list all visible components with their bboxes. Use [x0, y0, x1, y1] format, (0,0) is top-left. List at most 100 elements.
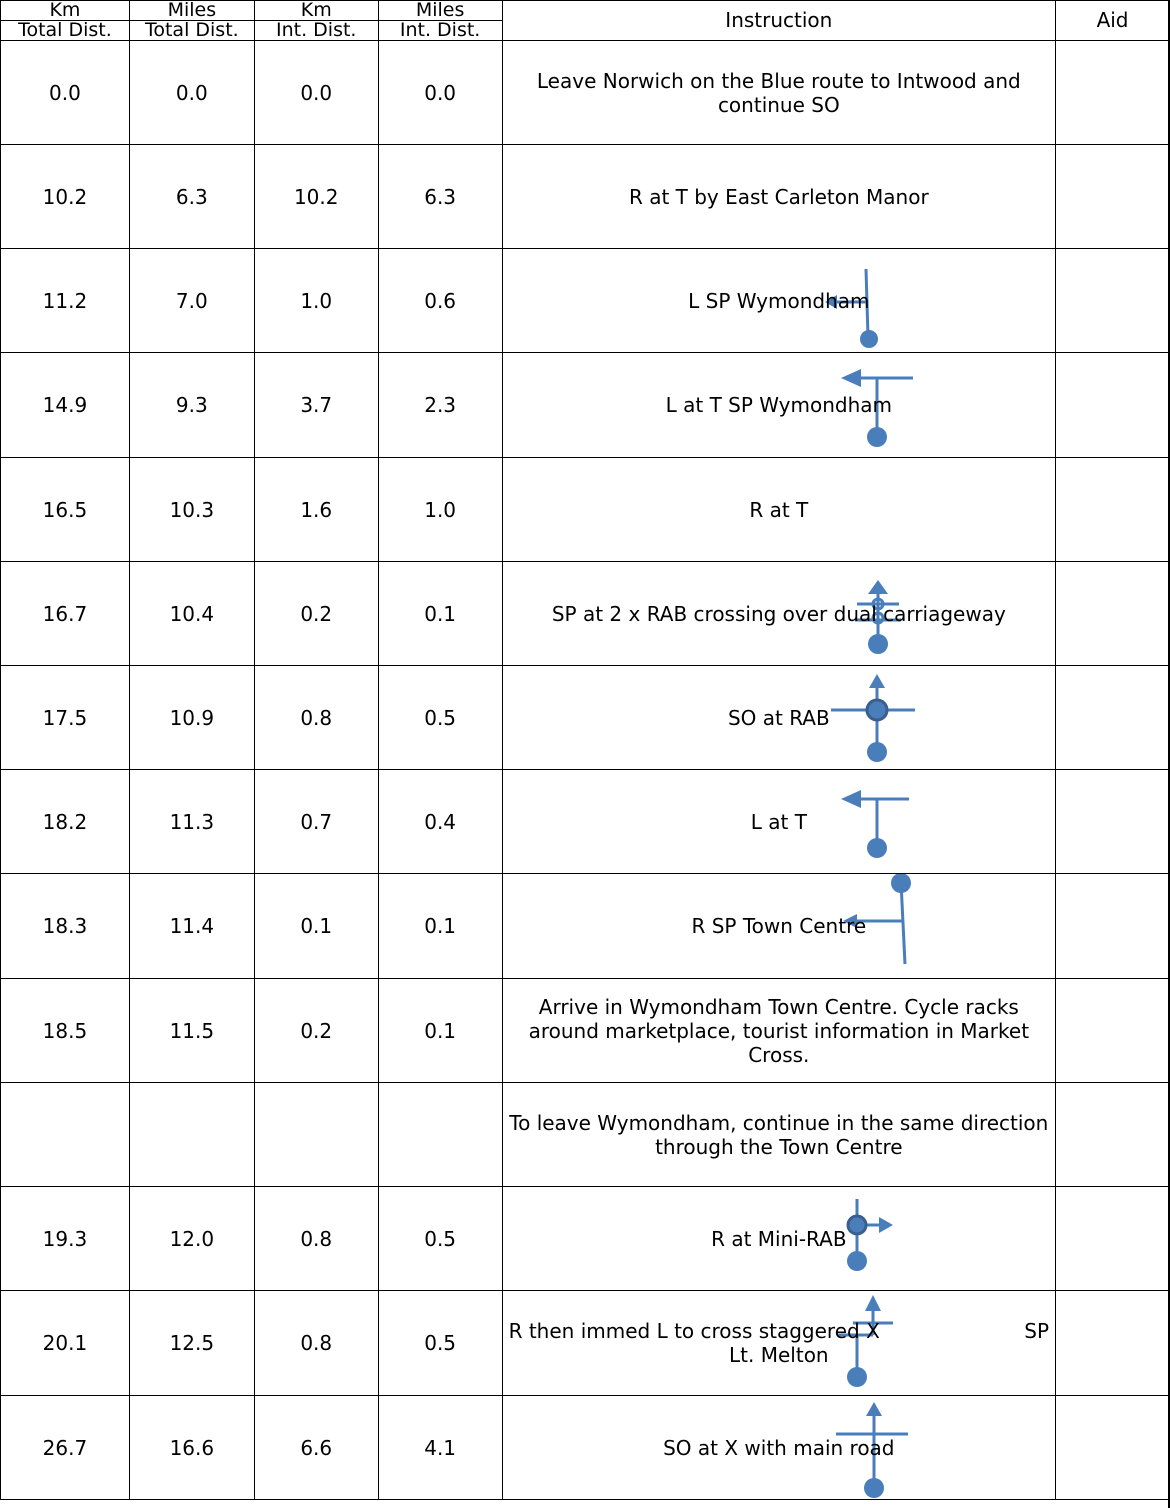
- aid-cell: [1055, 978, 1170, 1083]
- instruction-text: SP at 2 x RAB crossing over dual carriag…: [551, 601, 1006, 626]
- km-int-cell: 1.6: [253, 457, 379, 562]
- instruction-text: Leave Norwich on the Blue route to Intwo…: [536, 68, 1021, 117]
- miles-int-cell: 0.5: [377, 1186, 503, 1291]
- km-int-cell: 3.7: [253, 352, 379, 458]
- header-miles-total: Miles: [128, 0, 255, 21]
- km-int-cell: 0.0: [253, 40, 379, 145]
- miles-int-cell: 0.6: [377, 248, 503, 353]
- instruction-cell: SO at X with main road: [501, 1395, 1057, 1500]
- km-total-cell: 19.3: [0, 1186, 130, 1291]
- km-total-cell: 17.5: [0, 665, 130, 770]
- aid-cell: [1055, 352, 1170, 458]
- km-total-cell: 0.0: [0, 40, 130, 145]
- km-int-cell: 10.2: [253, 144, 379, 249]
- instruction-cell: R at T by East Carleton Manor: [501, 144, 1057, 249]
- aid-cell: [1055, 873, 1170, 979]
- table-row: 17.5 10.9 0.8 0.5 SO at RAB: [0, 665, 1170, 770]
- table-row: 18.5 11.5 0.2 0.1 Arrive in Wymondham To…: [0, 978, 1170, 1083]
- instruction-text: R at Mini-RAB: [711, 1226, 847, 1251]
- miles-total-cell: 12.0: [128, 1186, 255, 1291]
- miles-int-cell: 2.3: [377, 352, 503, 458]
- instruction-right: SP: [1024, 1319, 1050, 1343]
- miles-total-cell: 9.3: [128, 352, 255, 458]
- aid-cell: [1055, 1395, 1170, 1500]
- km-total-cell: [0, 1082, 130, 1187]
- km-total-cell: 14.9: [0, 352, 130, 458]
- table-row: 16.7 10.4 0.2 0.1 SP at 2 x RAB crossing…: [0, 561, 1170, 666]
- aid-cell: [1055, 1082, 1170, 1187]
- aid-cell: [1055, 561, 1170, 666]
- km-int-cell: 0.2: [253, 561, 379, 666]
- instruction-text: R SP Town Centre: [691, 914, 867, 938]
- miles-int-cell: 4.1: [377, 1395, 503, 1500]
- km-int-cell: 0.8: [253, 1186, 379, 1291]
- table-row: 16.5 10.3 1.6 1.0 R at T: [0, 457, 1170, 562]
- km-total-cell: 18.2: [0, 769, 130, 874]
- km-total-cell: 18.5: [0, 978, 130, 1083]
- table-row: 14.9 9.3 3.7 2.3 L at T SP Wymondham: [0, 352, 1170, 458]
- miles-int-cell: 0.1: [377, 561, 503, 666]
- miles-total-cell: 11.3: [128, 769, 255, 874]
- table-row: 18.2 11.3 0.7 0.4 L at T: [0, 769, 1170, 874]
- table-row: To leave Wymondham, continue in the same…: [0, 1082, 1170, 1187]
- miles-total-cell: 6.3: [128, 144, 255, 249]
- table-row: 11.2 7.0 1.0 0.6 L SP Wymondham: [0, 248, 1170, 353]
- miles-total-cell: [128, 1082, 255, 1187]
- miles-total-cell: 12.5: [128, 1290, 255, 1396]
- km-int-cell: 0.1: [253, 873, 379, 979]
- header-km-int: Km: [253, 0, 379, 21]
- miles-int-cell: 0.5: [377, 1290, 503, 1396]
- table-row: 18.3 11.4 0.1 0.1 R SP Town Centre: [0, 873, 1170, 979]
- instruction-cell: R SP Town Centre: [501, 873, 1057, 979]
- instruction-text: L at T SP Wymondham: [665, 393, 893, 417]
- instruction-cell: L at T SP Wymondham: [501, 352, 1057, 458]
- miles-total-cell: 10.4: [128, 561, 255, 666]
- miles-int-cell: [377, 1082, 503, 1187]
- instruction-cell: R then immed L to cross staggered X SP Lt…: [501, 1290, 1057, 1396]
- header-row-1: Km Miles Km Miles Instruction Aid: [0, 0, 1170, 41]
- instruction-cell: SP at 2 x RAB crossing over dual carriag…: [501, 561, 1057, 666]
- instruction-cell: Arrive in Wymondham Town Centre. Cycle r…: [501, 978, 1057, 1083]
- instruction-text: R then immed L to cross staggered X SP Lt…: [509, 1319, 1049, 1367]
- header-instruction: Instruction: [501, 0, 1057, 41]
- instruction-text: R at T by East Carleton Manor: [628, 184, 929, 209]
- aid-cell: [1055, 665, 1170, 770]
- km-int-cell: 6.6: [253, 1395, 379, 1500]
- instruction-cell: R at Mini-RAB: [501, 1186, 1057, 1291]
- table-row: 20.1 12.5 0.8 0.5 R then immed L to cros…: [0, 1290, 1170, 1396]
- km-int-cell: 0.8: [253, 1290, 379, 1396]
- instruction-text: R at T: [749, 497, 809, 522]
- instruction-cell: Leave Norwich on the Blue route to Intwo…: [501, 40, 1057, 145]
- instruction-left: R then immed L to cross staggered X: [508, 1319, 880, 1343]
- miles-total-cell: 10.3: [128, 457, 255, 562]
- instruction-cell: L SP Wymondham: [501, 248, 1057, 353]
- header-total-dist-miles: Total Dist.: [128, 20, 255, 41]
- miles-total-cell: 16.6: [128, 1395, 255, 1500]
- table-row: 0.0 0.0 0.0 0.0 Leave Norwich on the Blu…: [0, 40, 1170, 145]
- km-total-cell: 20.1: [0, 1290, 130, 1396]
- instruction-text: L SP Wymondham: [688, 288, 870, 313]
- aid-cell: [1055, 1186, 1170, 1291]
- instruction-text: L at T: [750, 809, 807, 834]
- aid-cell: [1055, 248, 1170, 353]
- instruction-text: Arrive in Wymondham Town Centre. Cycle r…: [528, 994, 1030, 1067]
- miles-int-cell: 1.0: [377, 457, 503, 562]
- aid-cell: [1055, 40, 1170, 145]
- table-row: 26.7 16.6 6.6 4.1 SO at X with main road: [0, 1395, 1170, 1500]
- header-int-dist-miles: Int. Dist.: [377, 20, 503, 41]
- miles-total-cell: 10.9: [128, 665, 255, 770]
- instruction-text: To leave Wymondham, continue in the same…: [509, 1110, 1049, 1159]
- aid-cell: [1055, 769, 1170, 874]
- miles-int-cell: 0.4: [377, 769, 503, 874]
- header-total-dist-km: Total Dist.: [0, 20, 130, 41]
- header-km-total: Km: [0, 0, 130, 21]
- miles-total-cell: 7.0: [128, 248, 255, 353]
- km-int-cell: 0.7: [253, 769, 379, 874]
- table-row: 10.2 6.3 10.2 6.3 R at T by East Carleto…: [0, 144, 1170, 249]
- km-total-cell: 10.2: [0, 144, 130, 249]
- km-int-cell: 0.2: [253, 978, 379, 1083]
- km-total-cell: 18.3: [0, 873, 130, 979]
- km-int-cell: 0.8: [253, 665, 379, 770]
- km-total-cell: 26.7: [0, 1395, 130, 1500]
